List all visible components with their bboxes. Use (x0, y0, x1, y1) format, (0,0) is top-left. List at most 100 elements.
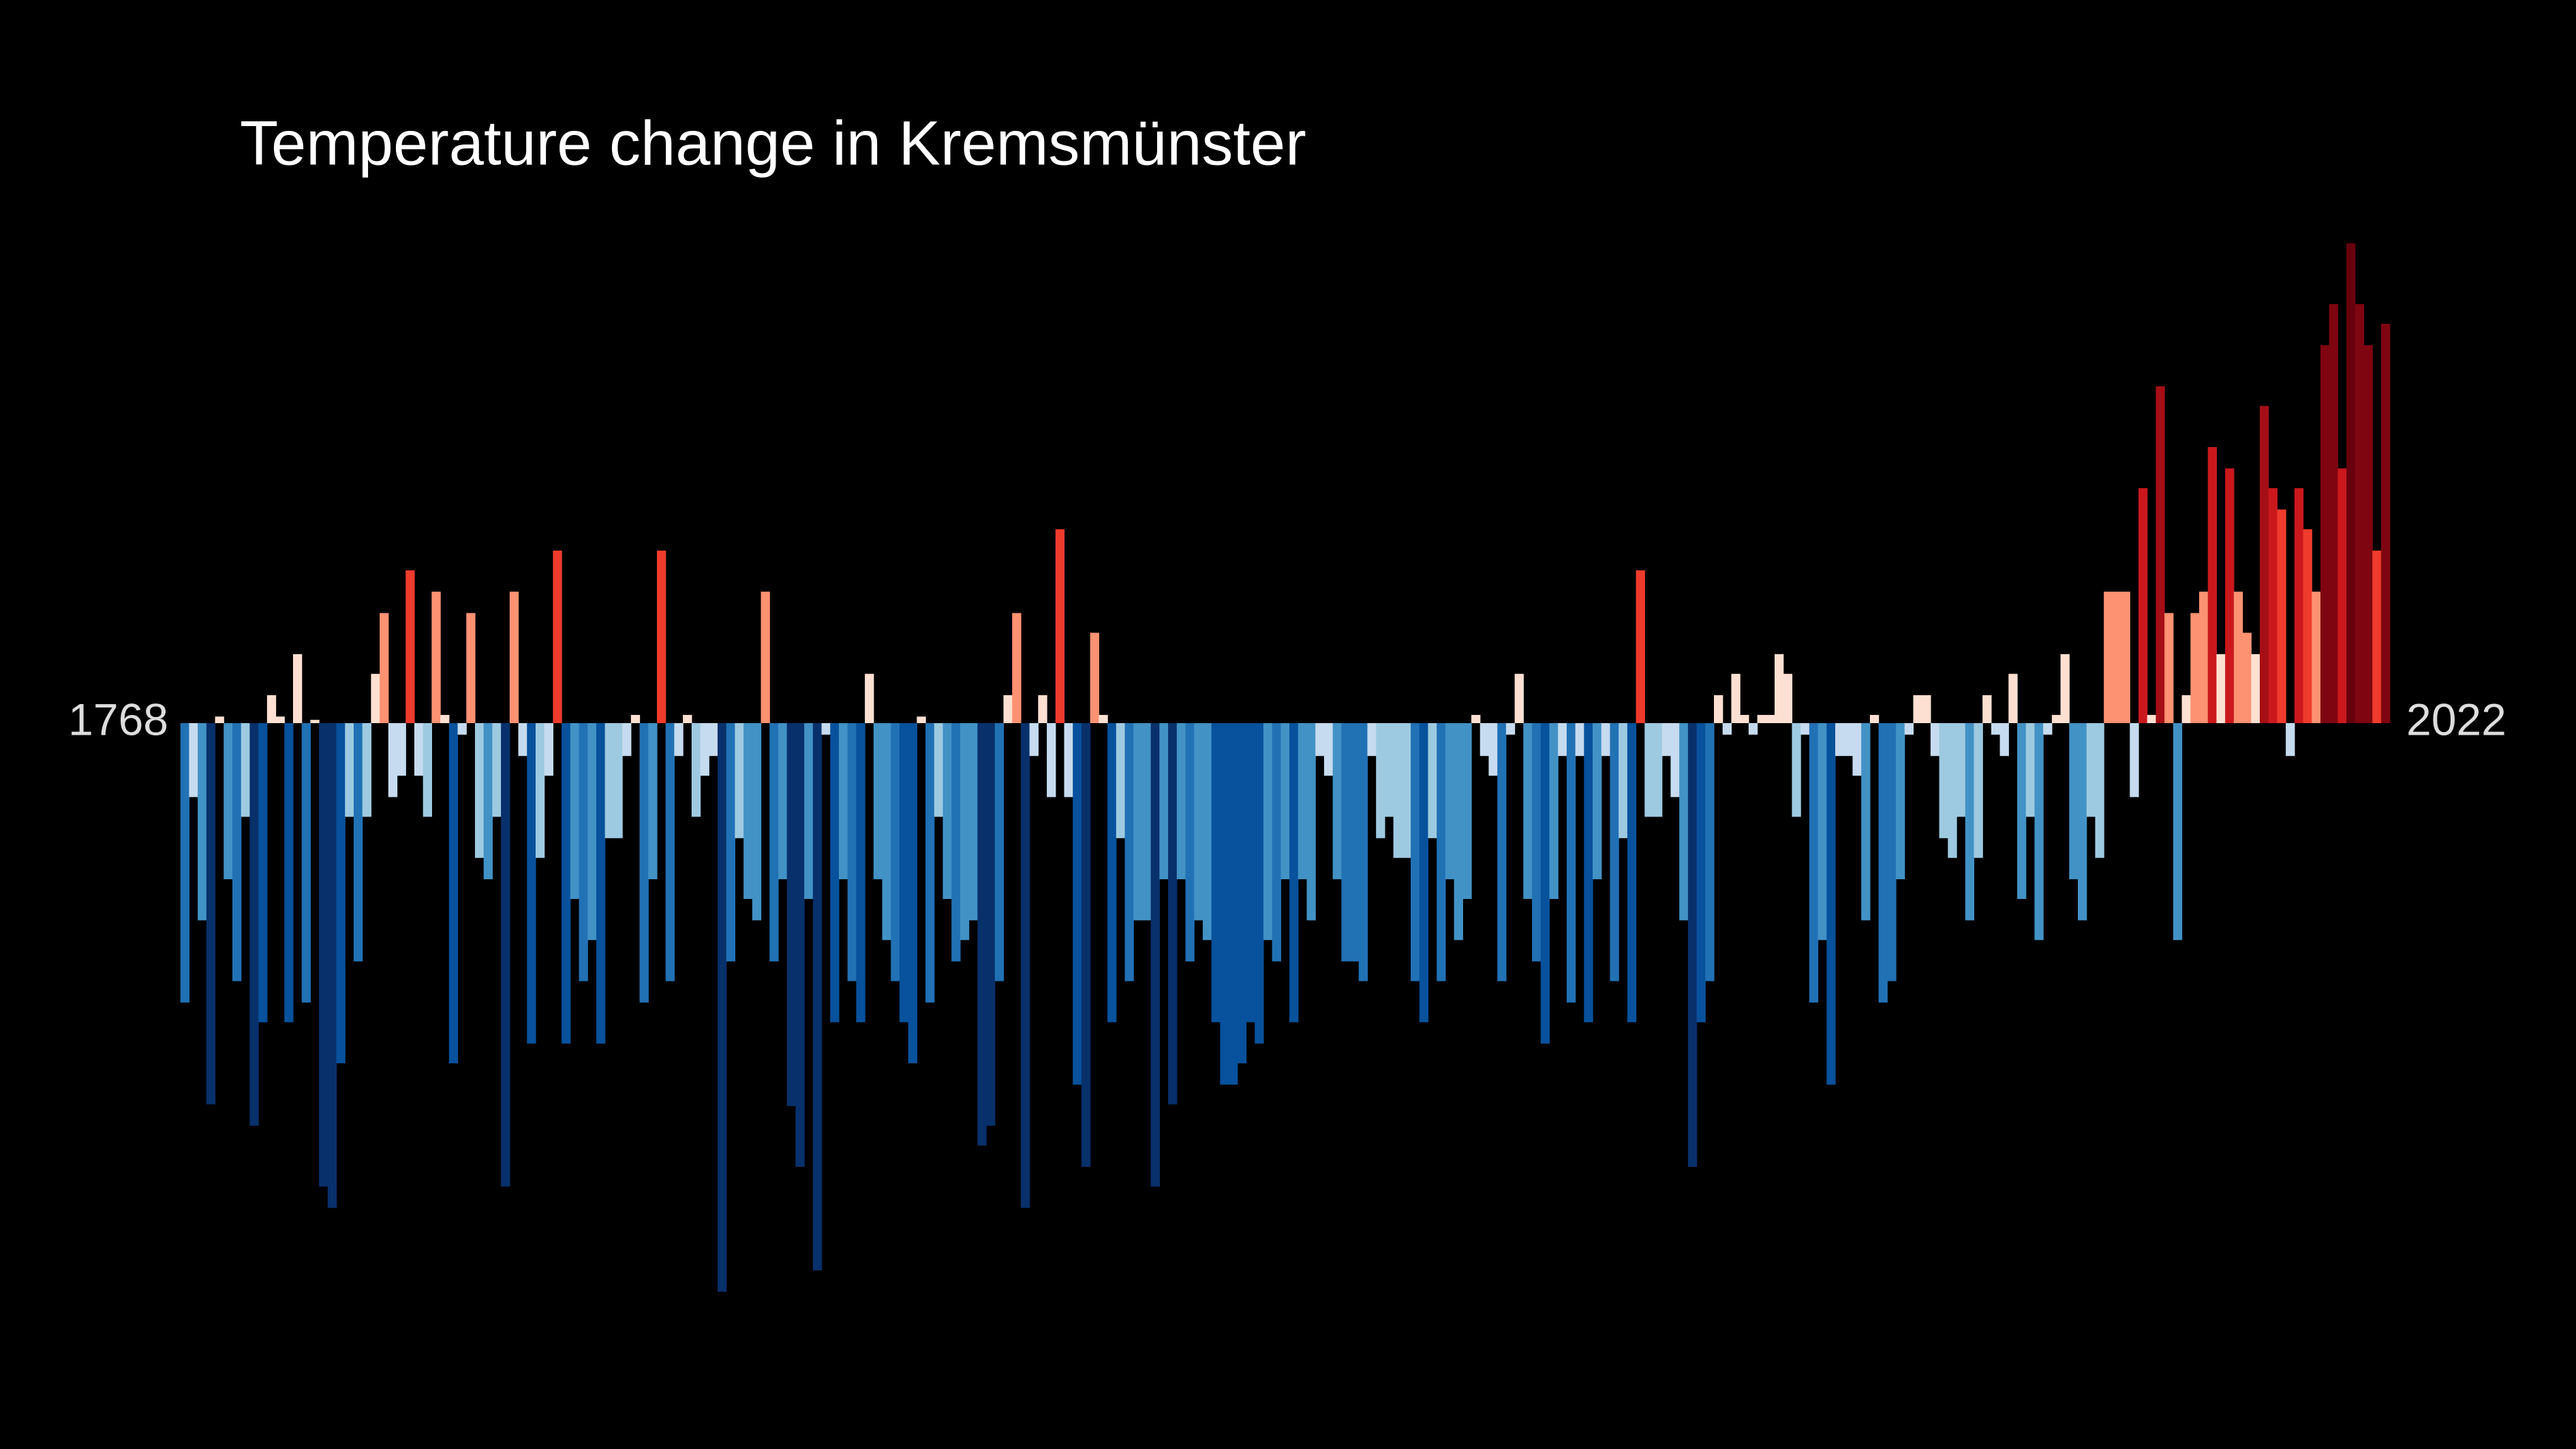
bar (1384, 723, 1394, 817)
bar (2017, 723, 2027, 899)
bar (1800, 723, 1810, 735)
bar (1393, 723, 1402, 858)
bar (544, 723, 553, 776)
bar (683, 714, 692, 723)
bar (2303, 529, 2312, 723)
bar (2078, 723, 2087, 921)
bar (232, 723, 242, 981)
bar (1904, 723, 1914, 735)
bar (1792, 723, 1801, 817)
bar (474, 723, 485, 858)
bar (380, 613, 389, 723)
bar (1150, 723, 1160, 1187)
bar (1281, 723, 1290, 880)
bar (518, 723, 527, 757)
bar (2216, 654, 2226, 723)
bar (275, 716, 285, 723)
bar (812, 723, 823, 1270)
bar (2025, 723, 2036, 817)
bar (1064, 723, 1073, 797)
bar (838, 723, 848, 880)
bar (1653, 723, 1663, 817)
bar (613, 723, 623, 838)
bar (639, 723, 649, 1003)
bar (2346, 243, 2356, 723)
bar (2138, 488, 2148, 723)
bar (206, 723, 216, 1105)
bar (968, 723, 978, 921)
bar (2294, 488, 2304, 723)
bar (1159, 723, 1169, 880)
bar (1107, 723, 1117, 1022)
bar (562, 723, 571, 1044)
bar (353, 723, 363, 962)
bar (1965, 723, 1975, 921)
bar (1272, 723, 1281, 962)
bar (717, 723, 727, 1292)
bar (1575, 723, 1584, 757)
bar (431, 592, 441, 723)
bar (1696, 723, 1706, 1022)
bar (423, 723, 432, 817)
bar (1237, 723, 1247, 1064)
bar (2380, 324, 2391, 724)
bar (1428, 723, 1437, 838)
bar (1748, 723, 1758, 735)
bar (1055, 529, 1065, 723)
bar (709, 723, 718, 757)
bar (656, 550, 666, 723)
bar (1462, 723, 1472, 899)
bar (466, 613, 476, 723)
bar (2173, 723, 2183, 941)
bar (1211, 723, 1221, 1022)
bar (1740, 714, 1749, 723)
bar (1003, 695, 1013, 723)
bar (1220, 723, 1229, 1085)
bar (2095, 723, 2104, 858)
bar (336, 723, 346, 1064)
bar (215, 716, 224, 723)
bar (2112, 592, 2122, 723)
bar (509, 592, 519, 723)
bar (1922, 695, 1931, 723)
bar (977, 723, 987, 1146)
bar (1116, 723, 1126, 838)
bar (180, 723, 190, 1003)
bar (674, 723, 684, 757)
bar (1826, 723, 1836, 1085)
bar (2320, 345, 2330, 723)
bar (1376, 723, 1385, 838)
bar (1323, 723, 1334, 776)
bar (2060, 654, 2070, 723)
bar (1584, 723, 1593, 1022)
bar (189, 723, 198, 797)
bar (1073, 723, 1082, 1085)
bar (1437, 723, 1446, 981)
bar (1679, 723, 1689, 921)
bar (2051, 714, 2061, 723)
bar (1627, 723, 1637, 1022)
bar (587, 723, 597, 941)
bar (327, 723, 337, 1208)
bar (596, 723, 606, 1044)
bar (899, 723, 909, 1022)
bar (604, 723, 614, 838)
bar (1332, 723, 1342, 880)
bar (2207, 446, 2218, 723)
bar (1497, 723, 1507, 981)
bar (1999, 723, 2009, 757)
bar (2337, 468, 2347, 723)
bar (1939, 723, 1948, 838)
bar (1869, 714, 1880, 723)
bar (2225, 468, 2235, 723)
bar (1705, 723, 1715, 981)
bar (1020, 723, 1030, 1208)
bar (1670, 723, 1680, 797)
bar (1505, 723, 1516, 735)
bar (1315, 723, 1325, 757)
bar (266, 695, 277, 723)
bar (942, 723, 952, 899)
bar (1835, 723, 1845, 757)
bar (1306, 723, 1316, 921)
bar (1722, 723, 1732, 735)
